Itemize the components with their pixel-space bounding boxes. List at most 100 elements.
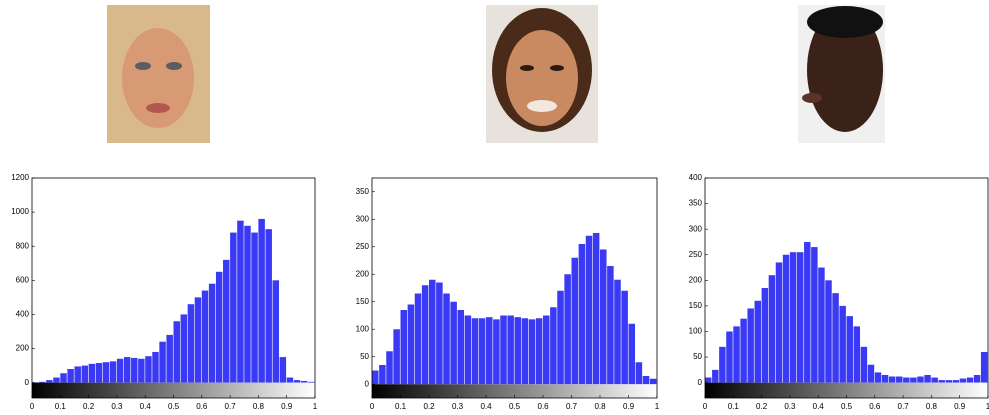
x-tick-label: 0.9: [954, 402, 966, 411]
histogram-bar: [782, 254, 790, 383]
histogram-bar: [931, 377, 938, 383]
histogram-bar: [372, 370, 379, 385]
x-tick-label: 0: [30, 402, 35, 411]
histogram-bar: [747, 308, 754, 383]
grayscale-bar: [32, 382, 315, 398]
x-tick-label: 0.4: [140, 402, 152, 411]
histogram-bar: [493, 319, 500, 385]
histogram-bar: [53, 377, 60, 383]
histogram-bar: [642, 376, 650, 385]
histogram-bar: [145, 356, 152, 383]
x-tick-label: 0: [703, 402, 708, 411]
histogram-bar: [733, 326, 740, 383]
histogram-bar: [407, 304, 415, 385]
histogram-bar: [46, 380, 53, 383]
y-tick-label: 0: [698, 378, 703, 387]
histogram-bar: [614, 279, 621, 385]
histogram-bar: [507, 315, 514, 385]
histogram-bar: [81, 365, 88, 383]
histogram-bar: [528, 319, 536, 385]
histogram-bar: [726, 331, 733, 383]
y-tick-label: 0: [365, 379, 370, 388]
y-tick-label: 300: [356, 214, 370, 223]
histogram-bar: [910, 377, 917, 383]
histogram-bar: [973, 374, 981, 383]
histogram-bar: [571, 257, 579, 385]
histogram-bar: [88, 363, 96, 383]
y-tick-label: 200: [356, 269, 370, 278]
histogram-bar: [543, 315, 550, 385]
histogram-bar: [300, 380, 308, 383]
histogram-bar: [443, 293, 450, 385]
x-tick-label: 0.5: [168, 402, 180, 411]
histogram-bar: [131, 357, 138, 383]
histogram-bar: [258, 218, 265, 383]
histogram-bar: [500, 315, 507, 385]
y-tick-label: 0: [25, 378, 30, 387]
histogram-bar: [109, 361, 117, 383]
y-tick-label: 350: [356, 187, 370, 196]
histogram-bar: [514, 317, 522, 385]
histogram-bar: [811, 247, 818, 383]
histogram-bar: [471, 318, 479, 385]
histogram-bar: [386, 351, 393, 385]
y-tick-label: 400: [689, 173, 703, 182]
histogram-bar: [649, 378, 657, 385]
x-tick-label: 0.9: [623, 402, 635, 411]
x-tick-label: 0.6: [196, 402, 208, 411]
y-tick-label: 250: [356, 242, 370, 251]
histogram-bar: [286, 377, 294, 383]
histogram-bar: [421, 285, 429, 385]
face-photo: [107, 5, 210, 143]
histogram-bar: [881, 374, 889, 383]
histogram-bar: [251, 232, 258, 383]
histogram-bar: [123, 357, 131, 383]
histogram-bar: [585, 235, 593, 385]
histogram-bar: [450, 301, 457, 385]
histogram-bar: [853, 326, 861, 383]
histogram-bar: [138, 358, 145, 383]
x-tick-label: 0.1: [395, 402, 407, 411]
histogram-bar: [628, 323, 636, 385]
x-tick-label: 0.3: [111, 402, 123, 411]
histogram-bar: [557, 290, 564, 385]
histogram-bar: [740, 318, 747, 383]
histogram-bar: [201, 290, 209, 383]
x-tick-label: 0.2: [423, 402, 435, 411]
histogram-bar: [39, 381, 46, 383]
histogram-bar: [152, 351, 159, 383]
histogram-bar: [959, 378, 967, 383]
histogram-bar: [832, 293, 839, 383]
histogram-bar: [400, 310, 408, 385]
histogram-bar: [860, 346, 868, 383]
y-tick-label: 800: [16, 241, 30, 250]
histogram-bar: [719, 346, 726, 383]
y-tick-label: 150: [689, 301, 703, 310]
histogram-bar: [272, 280, 280, 383]
grayscale-bar: [705, 382, 988, 398]
histogram-bar: [307, 381, 315, 383]
histogram-bar: [67, 369, 74, 383]
histogram-bar: [804, 241, 811, 383]
x-tick-label: 0: [370, 402, 375, 411]
histogram-bar: [896, 376, 903, 383]
histogram-bar: [194, 297, 202, 383]
histogram-bar: [796, 252, 804, 383]
x-tick-label: 0.3: [452, 402, 464, 411]
histogram-bar: [521, 318, 529, 385]
y-tick-label: 350: [689, 199, 703, 208]
histogram-bar: [173, 321, 180, 383]
y-tick-label: 50: [360, 352, 369, 361]
x-tick-label: 0.6: [537, 402, 549, 411]
x-tick-label: 0.8: [594, 402, 606, 411]
histogram-bar: [966, 377, 974, 383]
histogram-bar: [379, 365, 386, 385]
histogram-bar: [592, 233, 600, 385]
x-tick-label: 0.4: [813, 402, 825, 411]
histogram-bar: [102, 362, 110, 383]
histogram-bar: [414, 293, 422, 385]
x-tick-label: 0.3: [784, 402, 796, 411]
histogram-bar: [952, 380, 960, 383]
histogram-bar: [754, 300, 761, 383]
